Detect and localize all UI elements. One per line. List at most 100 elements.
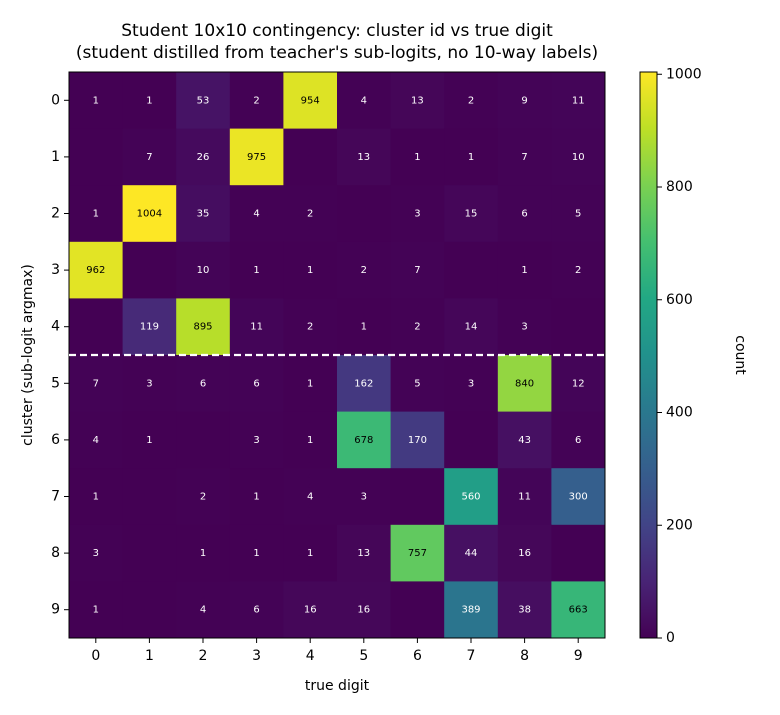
colorbar-tick-label: 400 xyxy=(666,405,693,421)
cell-label: 389 xyxy=(461,605,480,616)
cell-label: 1 xyxy=(253,492,259,503)
cell xyxy=(444,355,499,413)
cell xyxy=(444,468,499,526)
colorbar-tick-label: 800 xyxy=(666,179,693,195)
cell xyxy=(229,411,284,469)
cell xyxy=(176,355,231,413)
cell-label: 13 xyxy=(357,548,370,559)
cell-label: 1 xyxy=(307,265,313,276)
cell xyxy=(69,355,124,413)
cell xyxy=(229,298,284,356)
cell xyxy=(497,128,552,186)
cell xyxy=(444,72,499,130)
cell xyxy=(551,185,606,243)
cell xyxy=(390,355,445,413)
cell xyxy=(229,128,284,186)
cell xyxy=(176,581,231,639)
cell xyxy=(122,72,177,130)
cell-label: 1 xyxy=(93,492,99,503)
empty-cell xyxy=(69,128,124,186)
cell xyxy=(444,128,499,186)
empty-cell xyxy=(122,468,177,526)
cell-label: 954 xyxy=(301,95,320,106)
cell-label: 7 xyxy=(93,378,99,389)
cell xyxy=(337,581,392,639)
cell xyxy=(337,298,392,356)
y-tick-label: 8 xyxy=(51,545,60,561)
cell xyxy=(283,355,338,413)
cell-label: 38 xyxy=(518,605,531,616)
cell xyxy=(390,72,445,130)
cell xyxy=(337,411,392,469)
x-tick-label: 5 xyxy=(359,648,368,664)
cell xyxy=(229,581,284,639)
cell xyxy=(283,72,338,130)
cell-label: 3 xyxy=(521,322,527,333)
cell-label: 9 xyxy=(521,95,527,106)
cell-label: 11 xyxy=(572,95,585,106)
cell xyxy=(176,185,231,243)
cell xyxy=(176,524,231,582)
cell xyxy=(497,581,552,639)
cell-label: 678 xyxy=(354,435,373,446)
cell-label: 1004 xyxy=(137,209,162,220)
cell-label: 43 xyxy=(518,435,531,446)
cell-label: 10 xyxy=(572,152,585,163)
cell-label: 119 xyxy=(140,322,159,333)
cell-label: 300 xyxy=(569,492,588,503)
cell-label: 1 xyxy=(307,435,313,446)
cell xyxy=(444,185,499,243)
cell-label: 2 xyxy=(361,265,367,276)
y-axis-label: cluster (sub-logit argmax) xyxy=(20,264,36,446)
cell xyxy=(497,411,552,469)
cell-label: 1 xyxy=(200,548,206,559)
empty-cell xyxy=(337,185,392,243)
cell-label: 2 xyxy=(307,209,313,220)
cell xyxy=(390,411,445,469)
cell xyxy=(176,128,231,186)
cell xyxy=(497,468,552,526)
cell xyxy=(122,128,177,186)
cell xyxy=(283,241,338,299)
cell xyxy=(229,185,284,243)
cell xyxy=(390,524,445,582)
cell xyxy=(283,468,338,526)
colorbar-tick-label: 200 xyxy=(666,517,693,533)
cell-label: 560 xyxy=(461,492,480,503)
cell-label: 7 xyxy=(414,265,420,276)
cell-label: 1 xyxy=(307,548,313,559)
cell-label: 6 xyxy=(200,378,206,389)
cell xyxy=(122,185,177,243)
cell-label: 1 xyxy=(93,95,99,106)
cell-label: 757 xyxy=(408,548,427,559)
cell-label: 840 xyxy=(515,378,534,389)
cell xyxy=(69,72,124,130)
empty-cell xyxy=(390,468,445,526)
cell xyxy=(337,72,392,130)
cell xyxy=(551,468,606,526)
cell xyxy=(283,298,338,356)
y-tick-label: 7 xyxy=(51,489,60,505)
cell xyxy=(283,581,338,639)
empty-cell xyxy=(551,524,606,582)
cell-label: 10 xyxy=(197,265,210,276)
cell xyxy=(551,355,606,413)
cell-label: 4 xyxy=(307,492,313,503)
x-tick-label: 4 xyxy=(306,648,315,664)
cell-label: 6 xyxy=(575,435,581,446)
cell-label: 2 xyxy=(307,322,313,333)
y-tick-label: 2 xyxy=(51,206,60,222)
cell-label: 15 xyxy=(465,209,478,220)
cell xyxy=(444,298,499,356)
cell xyxy=(283,524,338,582)
cell-label: 3 xyxy=(253,435,259,446)
empty-cell xyxy=(551,298,606,356)
cell-label: 16 xyxy=(357,605,370,616)
cell xyxy=(497,524,552,582)
cell xyxy=(497,185,552,243)
cell-label: 2 xyxy=(414,322,420,333)
cell-label: 7 xyxy=(146,152,152,163)
x-tick-label: 9 xyxy=(574,648,583,664)
cell-label: 3 xyxy=(468,378,474,389)
